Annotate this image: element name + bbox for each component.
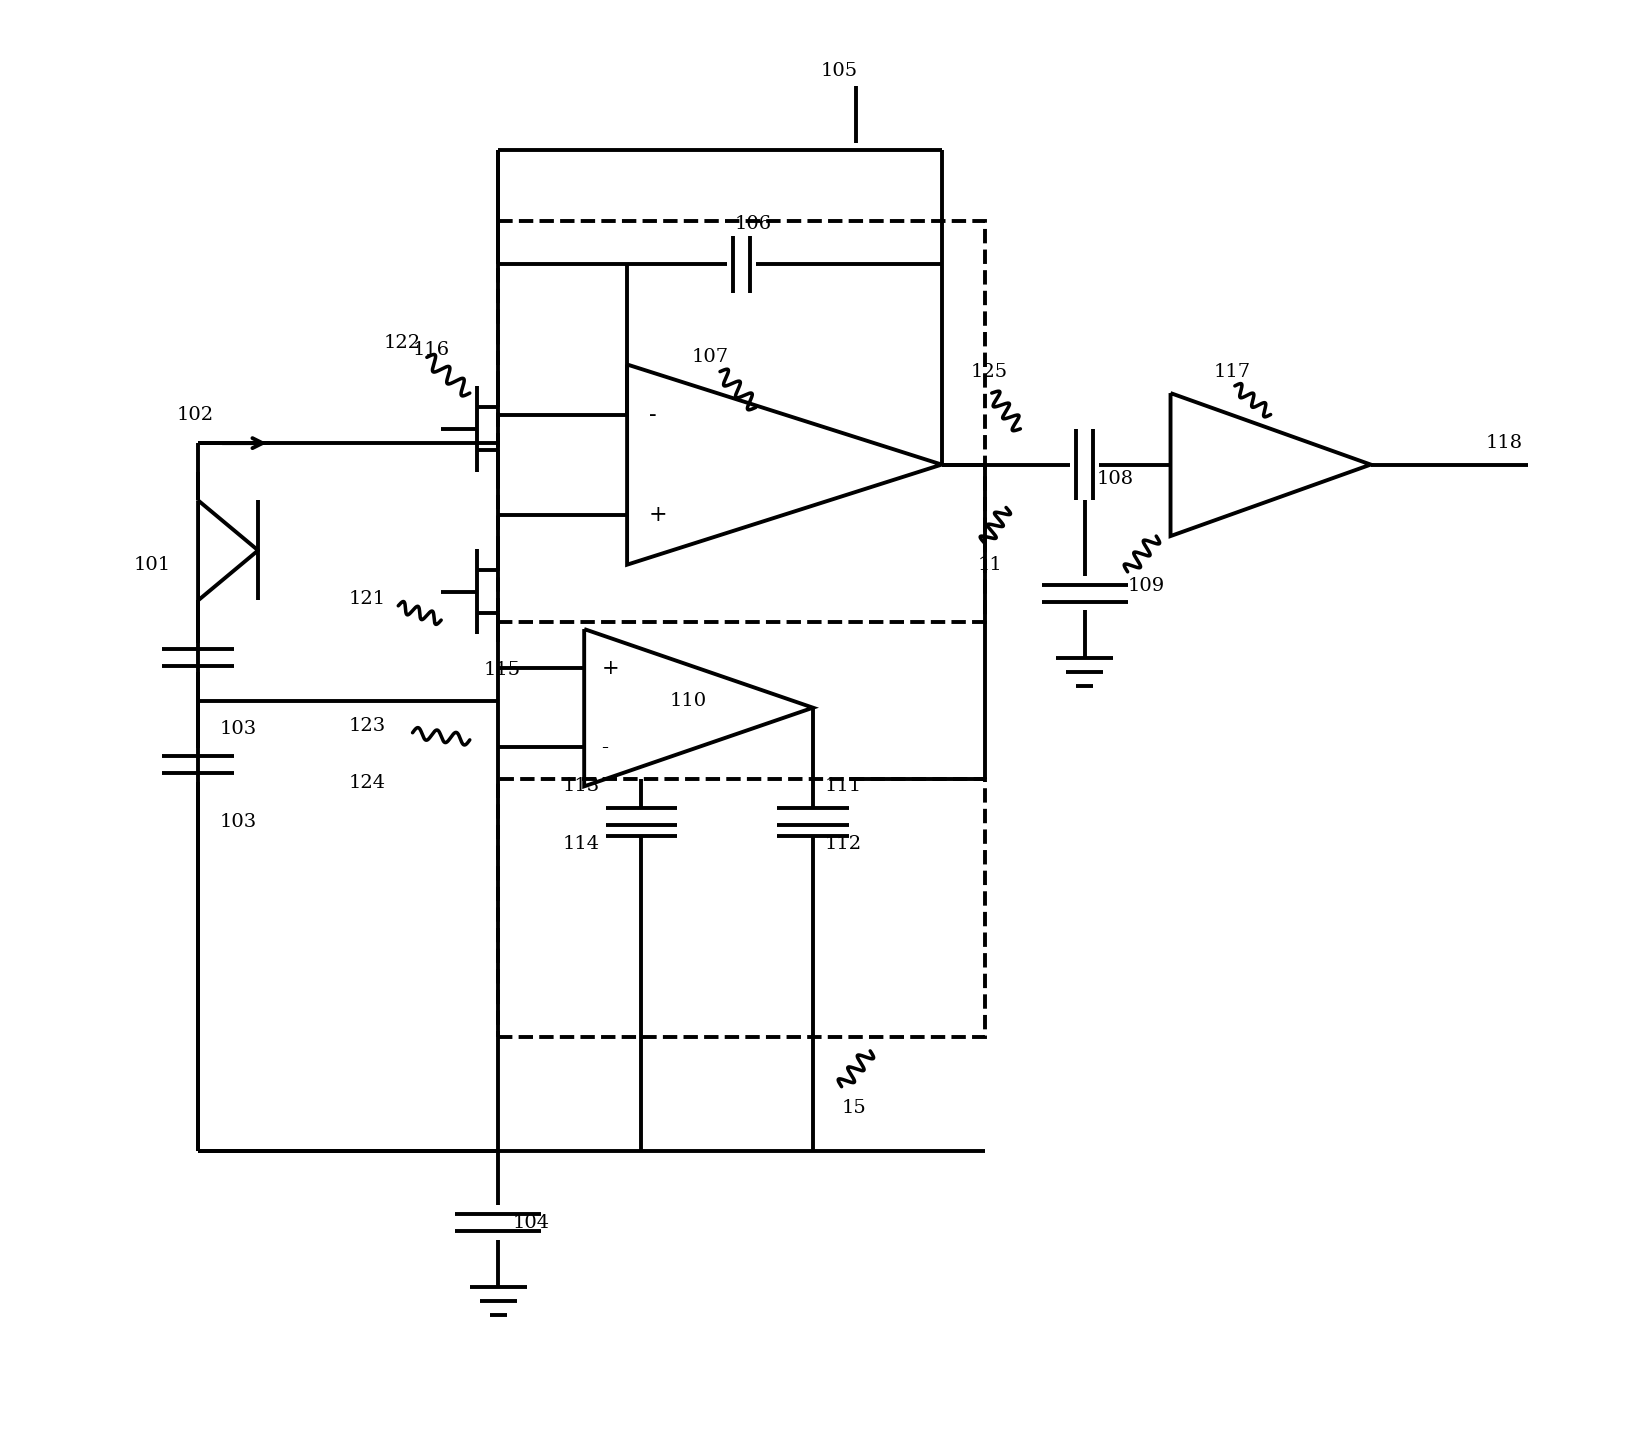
Text: 123: 123 bbox=[348, 716, 385, 735]
Text: 109: 109 bbox=[1127, 578, 1164, 595]
Text: 124: 124 bbox=[348, 774, 385, 791]
Text: 103: 103 bbox=[220, 813, 257, 832]
Text: +: + bbox=[602, 658, 620, 677]
Text: 110: 110 bbox=[670, 692, 707, 709]
Text: 104: 104 bbox=[512, 1213, 550, 1232]
Text: 102: 102 bbox=[177, 406, 213, 423]
Text: 117: 117 bbox=[1213, 362, 1250, 381]
Text: 15: 15 bbox=[842, 1099, 867, 1118]
Text: 103: 103 bbox=[220, 721, 257, 738]
Text: 11: 11 bbox=[977, 556, 1002, 573]
Text: -: - bbox=[649, 403, 657, 426]
Bar bbox=[499, 780, 985, 1037]
Text: 125: 125 bbox=[971, 362, 1008, 381]
Text: 122: 122 bbox=[384, 334, 421, 352]
Text: 111: 111 bbox=[824, 777, 862, 796]
Text: 121: 121 bbox=[348, 589, 385, 608]
Text: 106: 106 bbox=[735, 215, 771, 234]
Text: 118: 118 bbox=[1485, 435, 1522, 452]
Bar bbox=[499, 221, 985, 622]
Text: -: - bbox=[602, 738, 608, 757]
Text: 112: 112 bbox=[824, 835, 862, 852]
Text: 114: 114 bbox=[563, 835, 600, 852]
Text: 105: 105 bbox=[820, 62, 857, 81]
Text: 101: 101 bbox=[133, 556, 171, 573]
Text: 115: 115 bbox=[485, 661, 522, 679]
Text: +: + bbox=[649, 504, 667, 526]
Text: 107: 107 bbox=[691, 348, 728, 367]
Text: 108: 108 bbox=[1096, 469, 1133, 488]
Text: 113: 113 bbox=[563, 777, 600, 796]
Text: 116: 116 bbox=[413, 341, 450, 360]
